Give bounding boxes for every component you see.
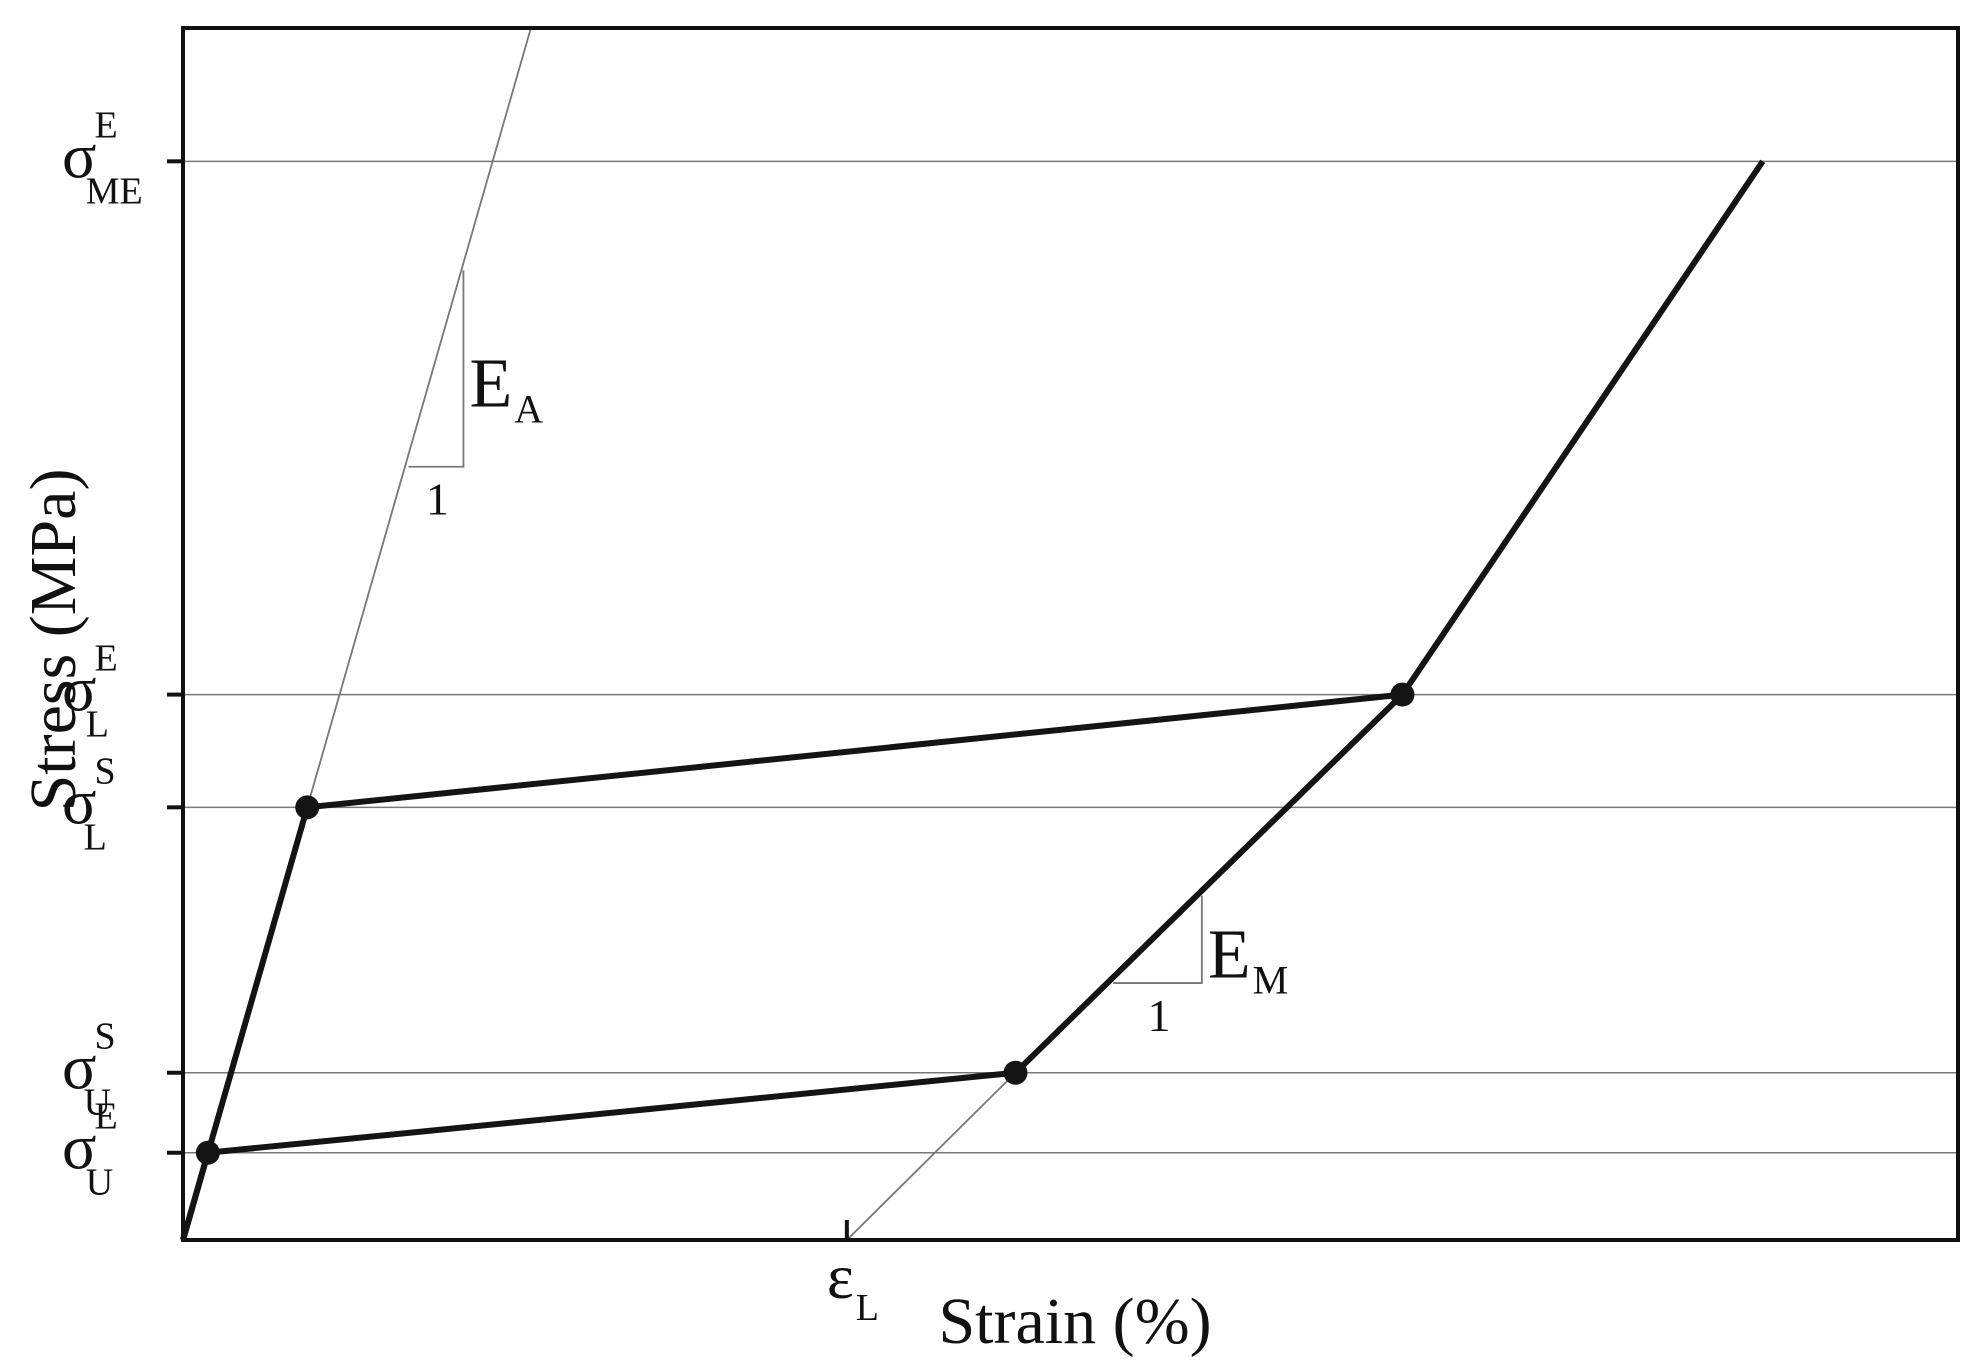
data-markers (195, 682, 1415, 1165)
slope-annotations: EA 1 EM 1 (408, 270, 1288, 1041)
slope-one-label: 1 (1147, 990, 1170, 1041)
data-point (1390, 682, 1415, 707)
axis-ticks: σE ME σE LσS L σS UσE U εL (62, 104, 879, 1329)
x-axis-title: Strain (%) (938, 1285, 1211, 1358)
slope-label: EA (469, 346, 543, 432)
y-tick-label: σE U (62, 1096, 118, 1204)
y-axis-title: Stress (MPa) (17, 469, 90, 812)
slope-triangle (1113, 895, 1203, 984)
series-lines (180, 159, 1766, 1241)
data-point (1003, 1060, 1028, 1085)
y-tick-label: σE L (62, 638, 118, 746)
grid-lines (183, 160, 1958, 1154)
y-tick-label: σS L (62, 750, 116, 858)
x-tick-label: εL (827, 1241, 879, 1329)
slope-triangle (408, 270, 465, 468)
slope-one-label: 1 (426, 474, 449, 525)
y-tick-label: σE ME (62, 104, 143, 212)
series-line (180, 159, 1766, 1241)
construction-lines (182, 27, 1017, 1241)
slope-label: EM (1208, 916, 1288, 1002)
series-line (180, 692, 1405, 1241)
data-point (295, 795, 320, 820)
construction-line (846, 1072, 1017, 1241)
data-point (195, 1140, 220, 1165)
y-tick-label: σS U (62, 1016, 116, 1124)
plot-frame (181, 26, 1960, 1242)
